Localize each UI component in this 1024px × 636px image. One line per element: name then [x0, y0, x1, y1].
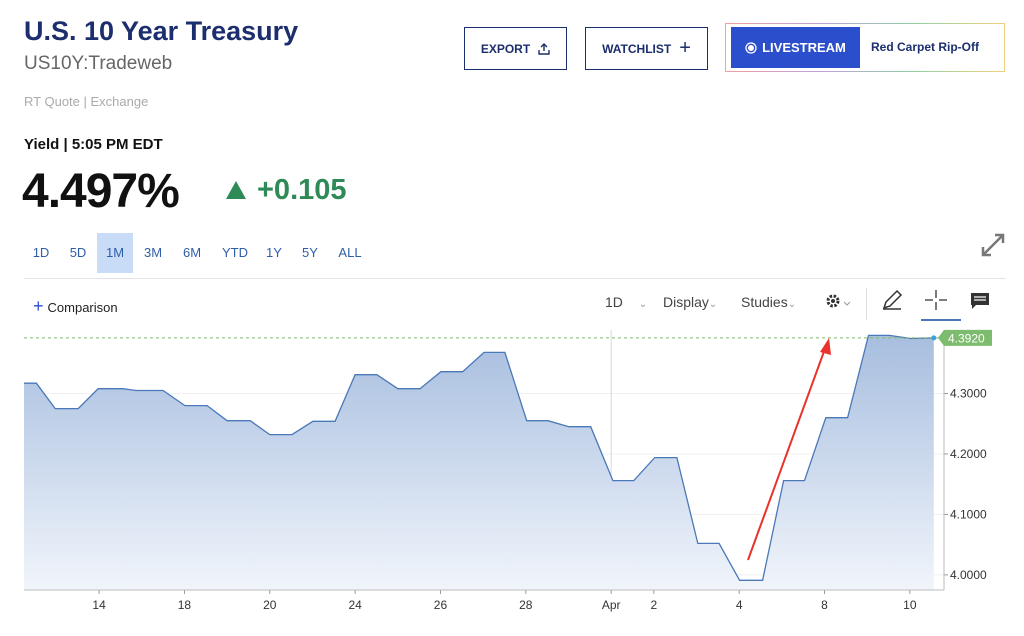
title: U.S. 10 Year Treasury: [24, 16, 299, 46]
x-tick-label: 2: [650, 598, 657, 612]
watchlist-button[interactable]: WATCHLIST +: [585, 27, 708, 70]
crosshair-icon[interactable]: [924, 289, 948, 311]
display-menu[interactable]: Display⌄: [663, 294, 718, 310]
promo-link[interactable]: Red Carpet Rip-Off: [871, 40, 979, 54]
last-value-label: 4.3920: [948, 331, 985, 345]
livestream-button[interactable]: LIVESTREAM: [731, 27, 860, 68]
toolbar-divider: [866, 288, 867, 320]
comparison-label: Comparison: [47, 300, 118, 315]
x-tick-label: 20: [263, 598, 277, 612]
range-tab[interactable]: 1D: [32, 245, 50, 260]
separator: [24, 278, 1006, 279]
x-tick-label: 14: [92, 598, 106, 612]
studies-label: Studies: [741, 294, 788, 310]
x-tick-label: 10: [903, 598, 917, 612]
price: 4.497%: [22, 165, 180, 218]
active-tool-indicator: [921, 319, 961, 321]
range-tab[interactable]: 5D: [69, 245, 87, 260]
annotation-arrow: [747, 345, 827, 561]
quote-label: Yield | 5:05 PM EDT: [24, 136, 163, 153]
last-point: [931, 335, 937, 341]
range-tab[interactable]: 3M: [143, 245, 163, 260]
settings-icon[interactable]: [824, 292, 856, 312]
x-tick-label: 26: [434, 598, 448, 612]
display-label: Display: [663, 294, 709, 310]
area: [24, 335, 934, 590]
interval-label: 1D: [605, 294, 623, 310]
up-arrow: [226, 181, 246, 199]
y-tick-label: 4.0000: [950, 568, 987, 582]
symbol: US10Y:Tradeweb: [24, 53, 173, 74]
x-tick-label: 28: [519, 598, 533, 612]
y-tick-label: 4.2000: [950, 447, 987, 461]
y-tick-label: 4.1000: [950, 507, 987, 521]
interval-menu[interactable]: 1D ⌄: [605, 294, 648, 310]
annotation-arrowhead: [820, 338, 831, 355]
export-icon: [538, 42, 550, 55]
range-tab[interactable]: YTD: [222, 245, 248, 260]
watchlist-label: WATCHLIST: [602, 41, 672, 56]
plus-icon: +: [33, 296, 44, 316]
range-tab[interactable]: 1M: [96, 233, 134, 273]
export-button[interactable]: EXPORT: [464, 27, 567, 70]
x-tick-label: 8: [821, 598, 828, 612]
expand-icon[interactable]: [980, 232, 1006, 258]
x-tick-label: 24: [348, 598, 362, 612]
range-tab[interactable]: ALL: [338, 245, 362, 260]
range-tab[interactable]: 6M: [182, 245, 202, 260]
last-value-tag: [938, 329, 992, 346]
comparison-button[interactable]: + Comparison: [33, 296, 118, 317]
livestream-label: LIVESTREAM: [762, 40, 846, 55]
live-dot: [745, 41, 757, 54]
quote-source: RT Quote | Exchange: [24, 94, 149, 109]
range-tab[interactable]: 5Y: [302, 245, 318, 260]
y-tick-label: 4.3000: [950, 386, 987, 400]
x-tick-label: Apr: [602, 598, 621, 612]
studies-menu[interactable]: Studies⌄: [741, 294, 797, 310]
export-label: EXPORT: [480, 41, 531, 56]
x-tick-label: 18: [178, 598, 192, 612]
line: [24, 334, 934, 581]
comment-icon[interactable]: [969, 291, 991, 311]
draw-icon[interactable]: [881, 289, 903, 311]
range-tab[interactable]: 1Y: [266, 245, 282, 260]
change: +0.105: [257, 174, 347, 206]
plus-icon: +: [679, 37, 691, 59]
x-tick-label: 4: [736, 598, 743, 612]
